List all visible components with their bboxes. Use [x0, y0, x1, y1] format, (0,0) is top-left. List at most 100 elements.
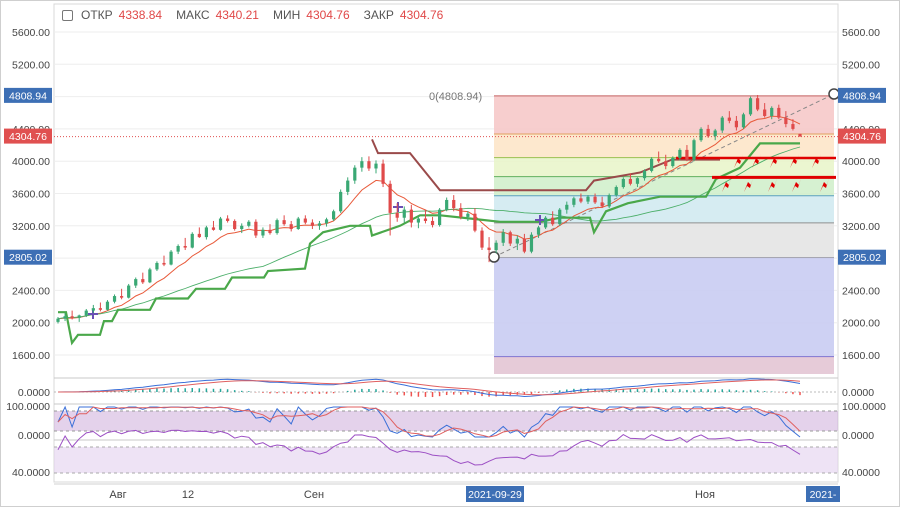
candle-body[interactable] [218, 218, 223, 230]
candle-body[interactable] [409, 209, 413, 223]
candle-body[interactable] [501, 232, 505, 243]
candle-body[interactable] [487, 247, 491, 251]
candle-body[interactable] [699, 128, 703, 141]
candle-body[interactable] [162, 262, 166, 265]
candle-body[interactable] [692, 140, 696, 160]
candle-body[interactable] [339, 191, 343, 212]
candle-body[interactable] [515, 238, 519, 244]
candle-body[interactable] [529, 234, 534, 252]
candle-body[interactable] [127, 285, 131, 298]
candle-body[interactable] [282, 220, 286, 225]
candle-body[interactable] [254, 221, 258, 236]
candle-body[interactable] [296, 218, 300, 230]
candle-body[interactable] [402, 209, 406, 218]
fib-anchor-end[interactable] [828, 88, 840, 100]
candle-body[interactable] [155, 262, 159, 270]
candle-body[interactable] [607, 195, 611, 207]
candle-body[interactable] [551, 217, 555, 225]
candle-body[interactable] [416, 218, 420, 223]
candle-body[interactable] [211, 227, 216, 230]
candle-body[interactable] [360, 161, 364, 168]
candle-body[interactable] [176, 245, 180, 252]
candle-body[interactable] [317, 223, 322, 226]
candle-body[interactable] [671, 157, 675, 167]
candle-body[interactable] [791, 124, 795, 129]
candle-body[interactable] [466, 213, 470, 217]
candle-body[interactable] [56, 318, 60, 322]
candle-body[interactable] [141, 279, 145, 283]
candle-body[interactable] [204, 227, 208, 238]
candle-body[interactable] [480, 230, 484, 248]
candle-body[interactable] [650, 158, 654, 171]
candle-body[interactable] [105, 301, 110, 310]
candle-body[interactable] [741, 114, 746, 128]
candle-body[interactable] [183, 245, 187, 248]
candle-body[interactable] [240, 225, 244, 230]
candle-body[interactable] [579, 198, 583, 202]
candle-body[interactable] [798, 133, 802, 137]
candle-body[interactable] [423, 218, 428, 221]
candle-body[interactable] [381, 163, 385, 184]
candle-body[interactable] [367, 161, 371, 169]
candle-body[interactable] [452, 199, 456, 209]
fib-anchor-start[interactable] [488, 251, 500, 263]
candle-body[interactable] [84, 310, 88, 316]
candle-body[interactable] [346, 180, 350, 192]
candle-body[interactable] [473, 213, 477, 231]
candle-body[interactable] [310, 222, 314, 226]
candle-body[interactable] [268, 229, 272, 234]
candle-body[interactable] [706, 128, 710, 137]
candle-body[interactable] [784, 117, 788, 125]
candle-body[interactable] [657, 158, 661, 162]
candle-body[interactable] [134, 279, 138, 286]
candle-body[interactable] [197, 233, 201, 238]
candle-body[interactable] [70, 316, 74, 318]
candle-body[interactable] [374, 163, 378, 169]
candle-body[interactable] [593, 196, 597, 203]
candle-body[interactable] [642, 170, 647, 179]
candle-body[interactable] [190, 233, 194, 248]
candle-body[interactable] [635, 178, 640, 184]
candle-body[interactable] [275, 220, 279, 234]
candle-body[interactable] [226, 218, 230, 221]
candle-body[interactable] [120, 296, 124, 298]
candle-body[interactable] [628, 178, 632, 184]
candle-body[interactable] [459, 208, 463, 217]
candle-body[interactable] [395, 212, 399, 218]
candle-body[interactable] [586, 196, 590, 202]
candle-body[interactable] [508, 232, 512, 244]
candle-body[interactable] [734, 120, 738, 128]
candle-body[interactable] [664, 161, 668, 167]
candle-body[interactable] [430, 220, 435, 225]
candle-body[interactable] [748, 98, 753, 115]
candle-body[interactable] [763, 109, 767, 116]
candle-body[interactable] [77, 315, 81, 318]
candle-body[interactable] [544, 217, 548, 228]
candle-body[interactable] [614, 187, 618, 196]
candle-body[interactable] [112, 296, 117, 302]
candle-body[interactable] [98, 308, 102, 310]
candle-body[interactable] [770, 107, 774, 116]
candle-body[interactable] [572, 198, 576, 205]
candle-body[interactable] [777, 107, 781, 118]
candle-body[interactable] [63, 316, 67, 319]
candle-body[interactable] [353, 167, 357, 181]
candle-body[interactable] [438, 209, 442, 225]
candle-body[interactable] [727, 117, 731, 121]
candle-body[interactable] [332, 211, 336, 220]
candle-body[interactable] [621, 178, 625, 188]
candle-body[interactable] [685, 149, 689, 160]
candle-body[interactable] [565, 204, 569, 210]
candle-body[interactable] [388, 183, 392, 213]
candle-body[interactable] [536, 227, 541, 235]
candle-body[interactable] [558, 209, 562, 225]
candle-body[interactable] [289, 224, 293, 230]
candle-body[interactable] [713, 130, 717, 137]
candle-body[interactable] [303, 218, 307, 223]
candle-body[interactable] [720, 117, 724, 131]
candle-body[interactable] [600, 202, 604, 207]
collapse-toggle-icon[interactable] [62, 9, 73, 21]
candle-body[interactable] [91, 308, 95, 311]
candle-body[interactable] [494, 242, 498, 251]
